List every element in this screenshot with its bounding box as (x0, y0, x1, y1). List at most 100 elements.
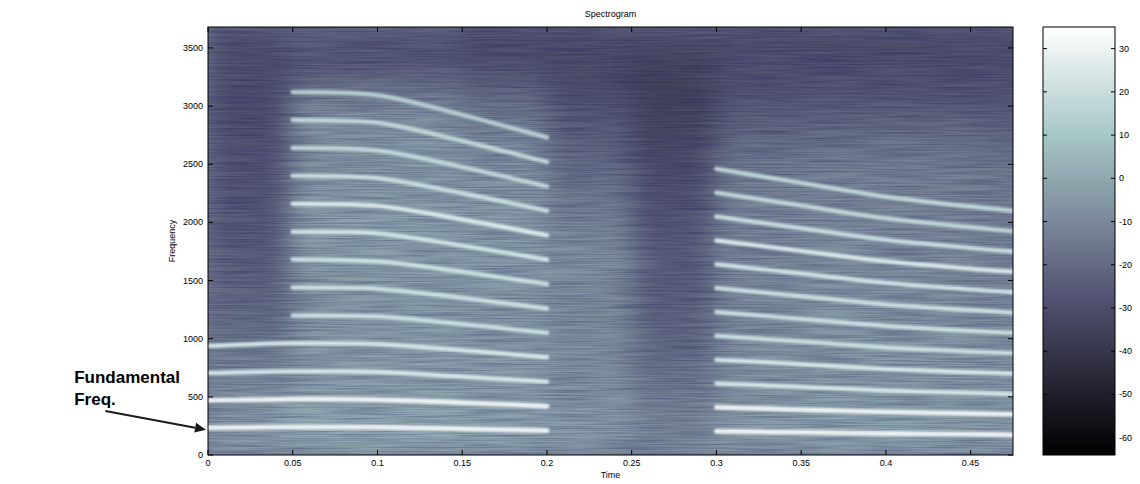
colorbar-tick-label: -50 (1119, 389, 1132, 399)
y-axis-title: Frequency (167, 219, 177, 262)
colorbar-tick (1043, 308, 1047, 309)
colorbar-tick (1111, 178, 1115, 179)
colorbar-tick (1111, 48, 1115, 49)
y-tick (1008, 106, 1013, 107)
y-tick (208, 106, 213, 107)
colorbar-frame (1043, 27, 1115, 455)
x-tick (292, 450, 293, 455)
x-tick (292, 27, 293, 32)
colorbar-tick (1111, 91, 1115, 92)
colorbar-tick (1043, 135, 1047, 136)
harmonic-line (293, 315, 1013, 353)
x-tick-label: 0.15 (453, 458, 471, 468)
colorbar-tick-label: 20 (1119, 87, 1129, 97)
colorbar-tick-label: -10 (1119, 217, 1132, 227)
x-tick (462, 27, 463, 32)
y-tick (208, 455, 213, 456)
x-tick-label: 0.1 (371, 458, 384, 468)
harmonic-line (208, 371, 1013, 394)
noise-texture (208, 27, 1013, 455)
colorbar-tick (1111, 437, 1115, 438)
colorbar-tick-label: -40 (1119, 346, 1132, 356)
y-tick (1008, 280, 1013, 281)
x-tick-label: 0.05 (284, 458, 302, 468)
y-tick (1008, 164, 1013, 165)
x-tick (885, 27, 886, 32)
colorbar-tick (1111, 308, 1115, 309)
colorbar-tick-label: 10 (1119, 130, 1129, 140)
colorbar-tick (1111, 135, 1115, 136)
x-tick (462, 450, 463, 455)
colorbar (1043, 27, 1115, 455)
colorbar-tick-label: -60 (1119, 433, 1132, 443)
colorbar-tick-label: 0 (1119, 173, 1124, 183)
y-tick (1008, 222, 1013, 223)
annotation-arrowhead (194, 423, 206, 433)
harmonic-line (208, 399, 1013, 414)
x-tick-label: 0.3 (710, 458, 723, 468)
x-tick (208, 450, 209, 455)
harmonic-lines (208, 92, 1013, 435)
cells (208, 27, 1013, 455)
y-tick-label: 1000 (183, 334, 203, 344)
annotation-line: Fundamental (74, 368, 180, 387)
harmonic-line (293, 204, 1013, 272)
x-axis-title: Time (601, 470, 621, 480)
x-tick (970, 27, 971, 32)
colorbar-tick (1043, 91, 1047, 92)
y-tick-label: 2000 (183, 217, 203, 227)
x-tick (377, 450, 378, 455)
colorbar-tick-label: -30 (1119, 303, 1132, 313)
x-tick (716, 27, 717, 32)
colorbar-tick (1111, 221, 1115, 222)
colorbar-tick (1111, 394, 1115, 395)
x-tick (716, 450, 717, 455)
colorbar-tick (1043, 394, 1047, 395)
harmonic-line (293, 288, 1013, 333)
y-tick-label: 0 (198, 450, 203, 460)
harmonic-line (293, 176, 1013, 252)
y-tick (1008, 455, 1013, 456)
colorbar-tick (1111, 351, 1115, 352)
x-tick (885, 450, 886, 455)
x-tick (631, 27, 632, 32)
colorbar-tick (1043, 221, 1047, 222)
colorbar-tick-label: 30 (1119, 44, 1129, 54)
x-tick-label: 0.25 (623, 458, 641, 468)
y-tick-label: 3500 (183, 43, 203, 53)
x-tick-label: 0 (205, 458, 210, 468)
x-tick-label: 0.35 (792, 458, 810, 468)
x-tick (631, 450, 632, 455)
harmonic-line (293, 148, 1013, 231)
colorbar-tick (1111, 264, 1115, 265)
colorbar-tick (1043, 178, 1047, 179)
annotation-line: Freq. (74, 390, 116, 409)
y-tick (208, 47, 213, 48)
y-tick (208, 164, 213, 165)
y-tick (208, 280, 213, 281)
colorbar-tick-label: -20 (1119, 260, 1132, 270)
colorbar-tick (1043, 264, 1047, 265)
y-tick (208, 396, 213, 397)
plot-area (208, 27, 1013, 455)
y-tick-label: 500 (188, 392, 203, 402)
y-tick (1008, 396, 1013, 397)
x-tick-label: 0.2 (541, 458, 554, 468)
harmonic-line (293, 120, 1013, 211)
plot-frame (208, 27, 1013, 455)
annotation: Fundamental Freq. (74, 368, 180, 409)
x-tick-label: 0.4 (880, 458, 893, 468)
x-tick (801, 27, 802, 32)
y-tick-label: 1500 (183, 276, 203, 286)
plot-background (208, 27, 1013, 455)
harmonic-line (208, 427, 1013, 435)
y-tick (1008, 338, 1013, 339)
colorbar-tick (1043, 351, 1047, 352)
x-tick (801, 450, 802, 455)
y-tick (1008, 47, 1013, 48)
colorbar-tick (1043, 48, 1047, 49)
chart-title: Spectrogram (585, 9, 637, 19)
x-tick (208, 27, 209, 32)
chart: 00.050.10.150.20.250.30.350.40.450500100… (0, 0, 1140, 484)
x-tick (546, 27, 547, 32)
